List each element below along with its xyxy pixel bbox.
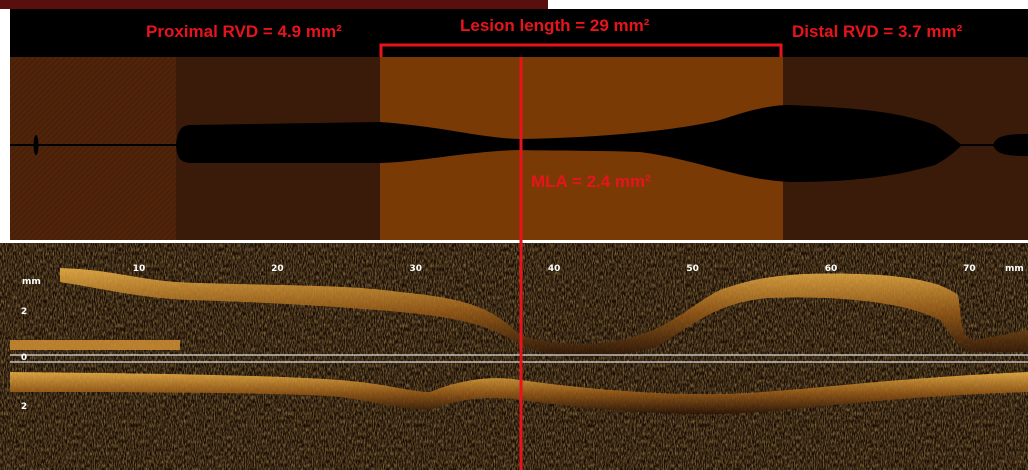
x-tick-label: 30 <box>410 264 423 274</box>
x-tick-label: 10 <box>133 264 146 274</box>
wall-segment <box>10 340 180 350</box>
y-tick-label: 0 <box>21 353 27 363</box>
x-tick-label: 70 <box>963 264 976 274</box>
x-tick-label: 40 <box>548 264 561 274</box>
y-tick-label: 2 <box>21 307 27 317</box>
x-tick-label: 50 <box>686 264 699 274</box>
lesion-length: Lesion length = 29 mm² <box>460 16 650 35</box>
x-tick-label: 20 <box>271 264 284 274</box>
y-unit: mm <box>22 277 41 287</box>
page: Proximal RVD = 4.9 mm² Lesion length = 2… <box>0 0 1028 470</box>
x-unit: mm <box>1005 264 1024 274</box>
distal-rvd: Distal RVD = 3.7 mm² <box>792 22 963 41</box>
x-tick-label: 60 <box>825 264 838 274</box>
y-tick-label: 2 <box>21 402 27 412</box>
oct-view: Proximal RVD = 4.9 mm² Lesion length = 2… <box>0 0 1028 470</box>
separator <box>0 240 1028 243</box>
profile-blob <box>34 135 39 155</box>
mla: MLA = 2.4 mm² <box>531 172 651 191</box>
top-strip <box>0 0 548 9</box>
proximal-rvd: Proximal RVD = 4.9 mm² <box>146 22 342 41</box>
